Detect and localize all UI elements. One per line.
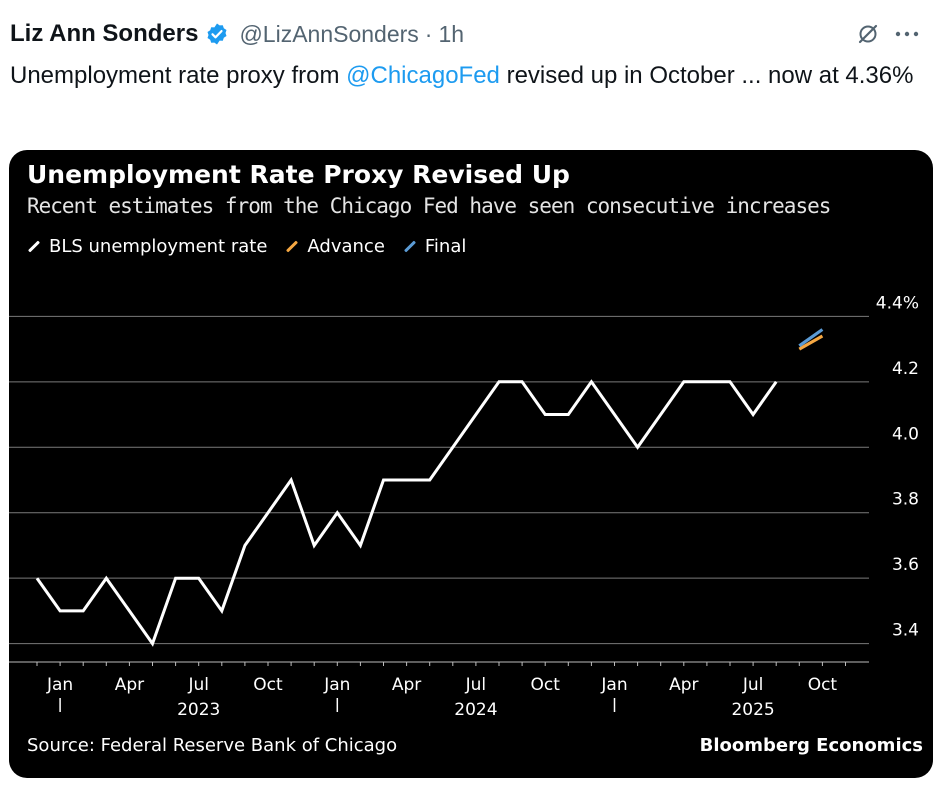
tweet-text-start: Unemployment rate proxy from xyxy=(10,62,347,89)
x-year-label: 2024 xyxy=(454,700,497,720)
tweet-actions xyxy=(856,18,920,50)
legend-label-bls: BLS unemployment rate xyxy=(49,236,268,257)
x-tick-label: Jan xyxy=(600,675,627,695)
x-tick-label: Apr xyxy=(115,675,144,695)
x-tick-label: Jul xyxy=(465,675,487,695)
x-tick-label: Jan xyxy=(323,675,350,695)
y-tick-label: 4.2 xyxy=(892,359,919,379)
legend-label-advance: Advance xyxy=(307,236,385,257)
legend-item-final: Final xyxy=(403,236,466,257)
x-tick-label: Oct xyxy=(253,675,283,695)
more-icon[interactable] xyxy=(894,22,920,46)
series-line-advance xyxy=(798,334,824,351)
chart-image[interactable]: Unemployment Rate Proxy Revised Up Recen… xyxy=(9,150,933,778)
x-tick-label: Oct xyxy=(530,675,560,695)
series-line-final xyxy=(798,328,824,348)
line-chart: 3.4 3.6 3.8 4.0 4.2 4.4% Jan Apr Jul Oct Jan Apr Jul… xyxy=(9,293,919,720)
x-year-label: 2023 xyxy=(177,700,220,720)
grok-icon[interactable] xyxy=(856,22,880,46)
author-handle[interactable]: @LizAnnSonders xyxy=(239,20,419,47)
chart-title: Unemployment Rate Proxy Revised Up xyxy=(27,160,570,189)
tweet-text-end: revised up in October ... now at 4.36% xyxy=(499,62,914,89)
y-tick-label: 4.0 xyxy=(892,424,919,444)
y-tick-label: 4.4% xyxy=(876,293,919,313)
y-tick-label: 3.8 xyxy=(892,490,919,510)
chart-source: Source: Federal Reserve Bank of Chicago xyxy=(27,735,398,756)
legend-item-bls: BLS unemployment rate xyxy=(27,236,267,257)
legend-item-advance: Advance xyxy=(285,236,385,257)
x-tick-label: Apr xyxy=(669,675,698,695)
mention-link[interactable]: @ChicagoFed xyxy=(346,62,500,89)
series-line-bls-unemployment-rate xyxy=(35,379,778,647)
y-tick-label: 3.6 xyxy=(892,555,919,575)
chart-legend: BLS unemployment rate Advance Final xyxy=(27,236,484,257)
x-tick-label: Oct xyxy=(808,675,838,695)
x-year-label: 2025 xyxy=(731,700,774,720)
y-tick-label: 3.4 xyxy=(892,621,919,641)
post-time[interactable]: 1h xyxy=(438,20,465,47)
chart-brand: Bloomberg Economics xyxy=(699,735,923,756)
legend-label-final: Final xyxy=(424,236,467,257)
tweet-text: Unemployment rate proxy from @ChicagoFed… xyxy=(10,60,924,92)
author-name[interactable]: Liz Ann Sonders xyxy=(10,20,199,47)
x-tick-label: Apr xyxy=(392,675,421,695)
time-separator: · xyxy=(424,20,433,47)
x-tick-label: Jul xyxy=(742,675,764,695)
x-tick-label: Jan xyxy=(46,675,73,695)
chart-subtitle: Recent estimates from the Chicago Fed ha… xyxy=(27,194,831,218)
verified-badge-icon xyxy=(205,22,229,46)
tweet-header: Liz Ann Sonders @LizAnnSonders · 1h xyxy=(10,18,924,50)
x-tick-label: Jul xyxy=(187,675,209,695)
